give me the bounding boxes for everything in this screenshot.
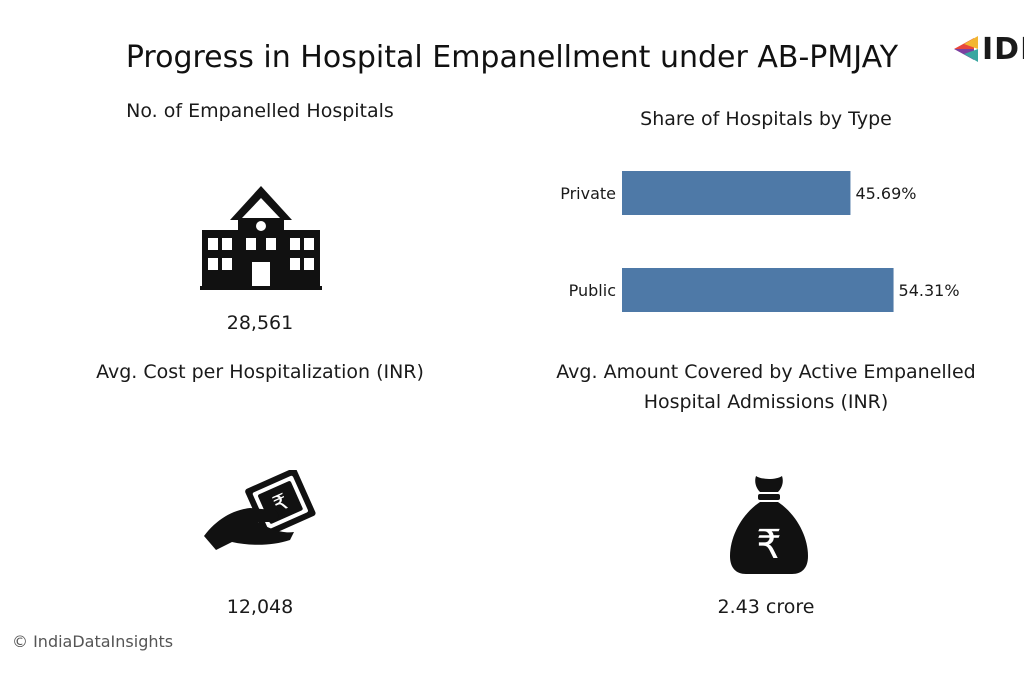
cost-value: 12,048	[226, 596, 294, 618]
category-label-private: Private	[560, 184, 616, 203]
chart-title: Share of Hospitals by Type	[640, 108, 892, 130]
value-label-private: 45.69%	[855, 184, 916, 203]
cost-panel-title: Avg. Cost per Hospitalization (INR)	[96, 361, 424, 383]
hospital-building-icon	[200, 186, 322, 290]
amount-value: 2.43 crore	[717, 596, 815, 618]
idi-logo: IDI	[952, 32, 1024, 67]
bar-public[interactable]	[622, 268, 894, 312]
hand-with-rupee-notes-icon: ₹	[204, 470, 316, 550]
category-label-public: Public	[569, 281, 616, 300]
amount-panel-title-line2: Hospital Admissions (INR)	[643, 391, 889, 413]
rupee-money-bag-icon: ₹	[730, 476, 808, 574]
svg-text:₹: ₹	[756, 522, 781, 568]
share-bar-chart: Private 45.69% Public 54.31%	[560, 171, 960, 312]
page-title: Progress in Hospital Empanellment under …	[125, 40, 899, 75]
amount-panel-title-line1: Avg. Amount Covered by Active Empanelled	[556, 361, 976, 383]
logo-text: IDI	[982, 32, 1024, 67]
bar-private[interactable]	[622, 171, 851, 215]
copyright-footer: © IndiaDataInsights	[12, 632, 174, 651]
hospitals-value: 28,561	[226, 312, 294, 334]
hospitals-panel-title: No. of Empanelled Hospitals	[126, 100, 394, 122]
value-label-public: 54.31%	[899, 281, 960, 300]
logo-triangle-icon	[954, 36, 978, 62]
